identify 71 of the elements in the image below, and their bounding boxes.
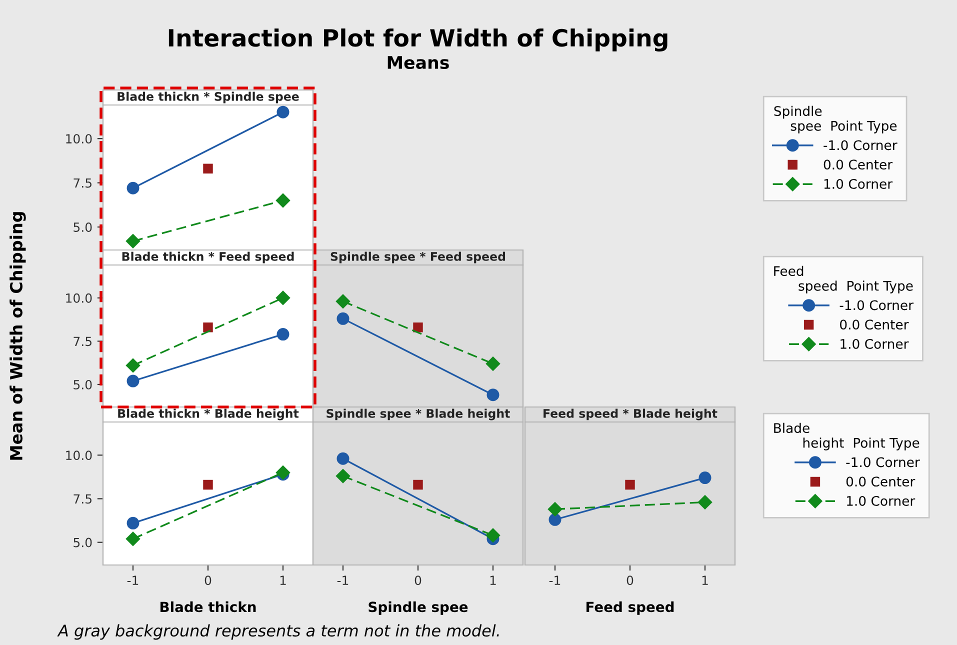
point bbox=[698, 472, 712, 484]
legend-label: 1.0 Corner bbox=[840, 338, 909, 349]
legend-label: 1.0 Corner bbox=[847, 496, 916, 506]
x-tick-label: -1 bbox=[549, 576, 560, 585]
point bbox=[276, 465, 290, 480]
point bbox=[126, 374, 140, 388]
point bbox=[336, 294, 350, 308]
y-tick-label: 5.0 bbox=[74, 222, 92, 232]
point bbox=[336, 452, 350, 465]
point bbox=[413, 322, 423, 332]
text: Means bbox=[388, 56, 449, 70]
point bbox=[276, 106, 290, 118]
text: A gray background represents a term not in the model. bbox=[57, 624, 499, 640]
y-tick-label: 10.0 bbox=[66, 134, 92, 144]
point bbox=[276, 290, 290, 305]
legend-label: 1.0 Corner bbox=[824, 178, 893, 189]
y-tick-label: 5.0 bbox=[74, 380, 92, 390]
point bbox=[486, 388, 500, 402]
point bbox=[276, 328, 290, 341]
legend-title: Feed speed Point Type bbox=[774, 266, 913, 294]
y-tick-label: 7.5 bbox=[74, 494, 92, 504]
chart-title: Blade thickn * Feed speed bbox=[122, 252, 294, 264]
y-tick-label: 10.0 bbox=[66, 293, 92, 303]
point bbox=[486, 528, 500, 542]
chart-title: Feed speed * Blade height bbox=[544, 408, 718, 420]
x-tick-label: 0 bbox=[414, 576, 422, 586]
legend-label: -1.0 Corner bbox=[824, 140, 898, 150]
x-tick-label: -1 bbox=[127, 576, 138, 585]
point bbox=[548, 513, 562, 526]
point bbox=[336, 468, 350, 484]
y-tick-label: 7.5 bbox=[74, 336, 92, 346]
legend-label: 0.0 Center bbox=[824, 160, 893, 170]
legend-label: -1.0 Corner bbox=[846, 457, 920, 468]
legend-label: 0.0 Center bbox=[846, 476, 916, 487]
legend-title: Blade height Point Type bbox=[774, 422, 920, 450]
chart-title: Spindle spee * Blade height bbox=[326, 408, 510, 420]
point bbox=[126, 234, 140, 248]
legend-label: -1.0 Corner bbox=[840, 300, 914, 310]
y-tick-label: 10.0 bbox=[66, 450, 92, 460]
chart-title: Blade thickn * Blade height bbox=[118, 408, 299, 420]
point bbox=[486, 356, 500, 371]
x-tick-label: 0 bbox=[626, 576, 634, 586]
point bbox=[203, 480, 213, 490]
point bbox=[413, 480, 423, 490]
x-tick-label: -1 bbox=[337, 576, 348, 585]
x-tick-label: 1 bbox=[490, 576, 496, 585]
x-tick-label: 0 bbox=[204, 576, 212, 586]
point bbox=[203, 164, 213, 174]
x-tick-label: 1 bbox=[702, 576, 708, 585]
point bbox=[126, 516, 140, 530]
chart-title: Spindle spee * Feed speed bbox=[330, 252, 506, 264]
y-tick-label: 5.0 bbox=[74, 538, 92, 548]
point bbox=[276, 193, 290, 208]
point bbox=[698, 495, 712, 510]
legend-title: Spindle spee Point Type bbox=[774, 106, 897, 134]
point bbox=[126, 358, 140, 373]
x-axis-title: Blade thickn bbox=[160, 601, 256, 612]
y-tick-label: 7.5 bbox=[74, 178, 92, 188]
y-axis-title: Mean of Width of Chipping bbox=[10, 212, 26, 460]
point bbox=[336, 312, 350, 325]
chart-title: Blade thickn * Spindle spee bbox=[118, 92, 299, 104]
text: Interaction Plot for Width of Chipping bbox=[168, 28, 668, 52]
x-axis-title: Feed speed bbox=[586, 601, 674, 615]
x-axis-title: Spindle spee bbox=[368, 601, 468, 615]
x-tick-label: 1 bbox=[280, 576, 286, 585]
point bbox=[126, 532, 140, 546]
point bbox=[548, 502, 562, 516]
legend-label: 0.0 Center bbox=[840, 320, 909, 330]
point bbox=[625, 480, 635, 490]
point bbox=[203, 322, 213, 332]
point bbox=[126, 182, 140, 194]
